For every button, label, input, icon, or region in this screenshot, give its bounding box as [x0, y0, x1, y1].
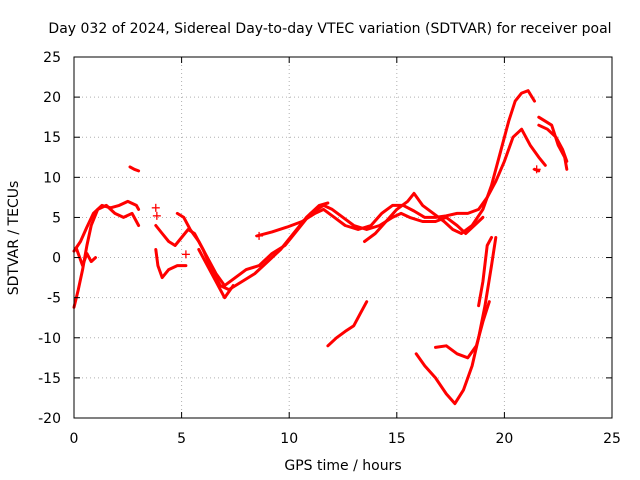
y-tick-label: 25 — [43, 50, 61, 66]
x-tick-label: 25 — [603, 431, 621, 447]
y-tick-label: 5 — [52, 210, 61, 226]
series-track-3 — [74, 246, 97, 268]
series-track-12 — [414, 236, 498, 406]
series-track-6 — [154, 248, 188, 280]
axis-ticks — [73, 56, 613, 419]
series-track-8 — [197, 248, 235, 300]
grid — [74, 57, 612, 418]
data-point-plus — [181, 250, 190, 259]
series-track-9 — [255, 127, 547, 238]
x-tick-label: 5 — [177, 431, 186, 447]
y-tick-label: 10 — [43, 170, 61, 186]
x-tick-label: 20 — [495, 431, 513, 447]
series-track-16 — [537, 123, 569, 163]
data-point-plus — [255, 231, 264, 240]
y-tick-label: 15 — [43, 130, 61, 146]
series-track-13 — [434, 300, 491, 360]
series-track-11 — [326, 300, 369, 348]
series-track-10 — [363, 89, 536, 243]
series-track-2 — [72, 199, 141, 253]
x-tick-label: 10 — [280, 431, 298, 447]
data-point-plus — [532, 165, 541, 174]
tick-labels: 0 5 10 15 20 25 -20 -15 -10 -5 0 5 10 15 20 25 — [38, 50, 621, 447]
y-tick-label: 20 — [43, 90, 61, 106]
y-tick-label: -20 — [38, 411, 61, 427]
y-tick-label: -15 — [38, 371, 61, 387]
series-track-1 — [72, 203, 141, 309]
chart-title: Day 032 of 2024, Sidereal Day-to-day VTE… — [48, 21, 611, 37]
data-point-plus — [152, 211, 161, 220]
series-track-14 — [477, 236, 493, 308]
y-tick-label: -10 — [38, 331, 61, 347]
data-series — [72, 89, 569, 406]
data-point-plus — [151, 203, 160, 212]
x-axis-label: GPS time / hours — [284, 458, 401, 474]
x-tick-label: 0 — [70, 431, 79, 447]
series-track-7 — [175, 203, 485, 288]
y-axis-label: SDTVAR / TECUs — [6, 181, 22, 296]
plot-frame — [73, 56, 613, 419]
y-tick-label: 0 — [52, 251, 61, 267]
y-tick-label: -5 — [47, 291, 61, 307]
x-tick-label: 15 — [388, 431, 406, 447]
series-track-4 — [128, 165, 141, 173]
